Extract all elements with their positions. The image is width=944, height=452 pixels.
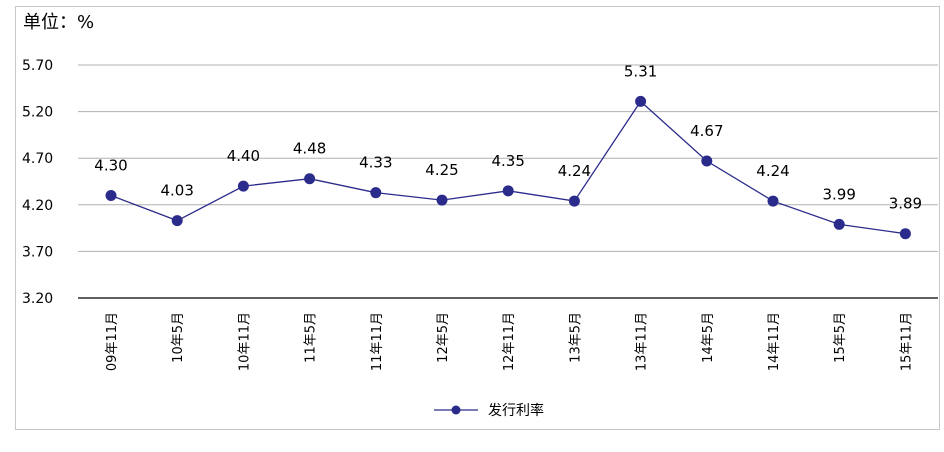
y-axis-ticks: 3.20 3.70 4.20 4.70 5.20 5.70 bbox=[22, 58, 53, 307]
x-axis-ticks: 09年11月 10年5月 10年11月 11年5月 11年11月 12年5月 12年11月 1… bbox=[105, 312, 914, 371]
data-label: 4.35 bbox=[491, 152, 524, 170]
data-label: 3.89 bbox=[889, 195, 922, 213]
data-point bbox=[304, 173, 316, 185]
data-point bbox=[105, 189, 117, 201]
data-label: 3.99 bbox=[822, 185, 855, 203]
x-tick-label: 12年5月 bbox=[436, 312, 451, 363]
x-tick-label: 13年5月 bbox=[568, 312, 583, 363]
y-tick-label: 3.70 bbox=[22, 244, 53, 260]
series-group bbox=[105, 95, 911, 240]
y-tick-label: 3.20 bbox=[22, 291, 53, 307]
legend-label: 发行利率 bbox=[488, 402, 544, 419]
data-label: 4.67 bbox=[690, 122, 723, 140]
data-labels: 4.30 4.03 4.40 4.48 4.33 4.25 4.35 4.24 5.31 4.67… bbox=[94, 62, 922, 212]
data-point bbox=[171, 215, 183, 227]
data-point bbox=[568, 195, 580, 207]
y-tick-label: 5.70 bbox=[22, 58, 53, 74]
y-tick-label: 5.20 bbox=[22, 105, 53, 121]
data-label: 4.33 bbox=[359, 154, 392, 172]
x-tick-label: 14年11月 bbox=[767, 312, 782, 371]
legend-marker bbox=[451, 405, 461, 415]
data-label: 4.03 bbox=[160, 182, 193, 200]
x-tick-label: 13年11月 bbox=[635, 312, 650, 371]
y-tick-label: 4.70 bbox=[22, 151, 53, 167]
x-tick-label: 15年5月 bbox=[833, 312, 848, 363]
grid-lines bbox=[78, 64, 938, 252]
legend: 发行利率 bbox=[434, 402, 544, 419]
data-point bbox=[899, 228, 911, 240]
unit-label: 单位：% bbox=[23, 12, 95, 33]
x-tick-label: 09年11月 bbox=[105, 312, 120, 371]
x-tick-label: 14年5月 bbox=[701, 312, 716, 363]
data-label: 4.25 bbox=[425, 161, 458, 179]
x-tick-label: 10年11月 bbox=[237, 312, 252, 371]
data-label: 4.30 bbox=[94, 156, 127, 174]
x-tick-label: 11年5月 bbox=[304, 312, 319, 363]
data-point bbox=[370, 187, 382, 199]
data-point bbox=[767, 195, 779, 207]
x-tick-label: 10年5月 bbox=[171, 312, 186, 363]
data-label: 4.24 bbox=[558, 162, 591, 180]
chart-frame bbox=[15, 6, 940, 430]
data-point bbox=[502, 185, 514, 197]
data-point bbox=[237, 180, 249, 192]
data-label: 4.40 bbox=[227, 147, 260, 165]
y-tick-label: 4.20 bbox=[22, 198, 53, 214]
data-label: 4.48 bbox=[293, 140, 326, 158]
x-tick-label: 11年11月 bbox=[370, 312, 385, 371]
data-point bbox=[635, 95, 647, 107]
data-point bbox=[701, 155, 713, 167]
x-tick-label: 15年11月 bbox=[899, 312, 914, 371]
data-point bbox=[436, 194, 448, 206]
data-point bbox=[833, 218, 845, 230]
data-label: 5.31 bbox=[624, 62, 657, 80]
x-tick-label: 12年11月 bbox=[502, 312, 517, 371]
data-label: 4.24 bbox=[756, 162, 789, 180]
